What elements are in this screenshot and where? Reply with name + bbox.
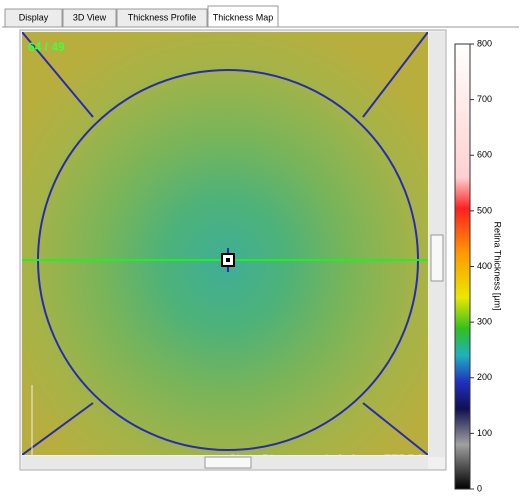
colorbar-tick-label: 300 [477,317,492,327]
colorbar-tick-label: 700 [477,94,492,104]
colorbar [455,44,470,489]
thickness-image [22,32,428,455]
colorbar-tick-label: 400 [477,261,492,271]
colorbar-tick-label: 100 [477,428,492,438]
colorbar-tick-label: 600 [477,150,492,160]
tab-label[interactable]: 3D View [73,12,107,22]
colorbar-tick-label: 500 [477,205,492,215]
position-label: 64 / 49 [28,40,65,54]
colorbar-tick-label: 800 [477,38,492,48]
tab-label[interactable]: Thickness Profile [128,12,197,22]
tab-bar: Display 3D View Thickness Profile Thickness… [5,6,278,27]
colorbar-label: Retina Thickness [µm] [493,221,503,310]
tab-label[interactable]: Display [19,12,49,22]
center-dot [226,258,230,262]
thickness-map-view: Display 3D View Thickness Profile Thickness… [0,0,521,499]
colorbar-tick-label: 0 [477,483,482,493]
tab-label[interactable]: Thickness Map [213,12,274,22]
colorbar-tick-label: 200 [477,372,492,382]
scroll-thumb[interactable] [205,457,251,468]
map-image: 64 / 49 200 µm Circle Diameters: 1, 3, 6… [22,32,428,466]
scroll-thumb[interactable] [431,235,443,281]
